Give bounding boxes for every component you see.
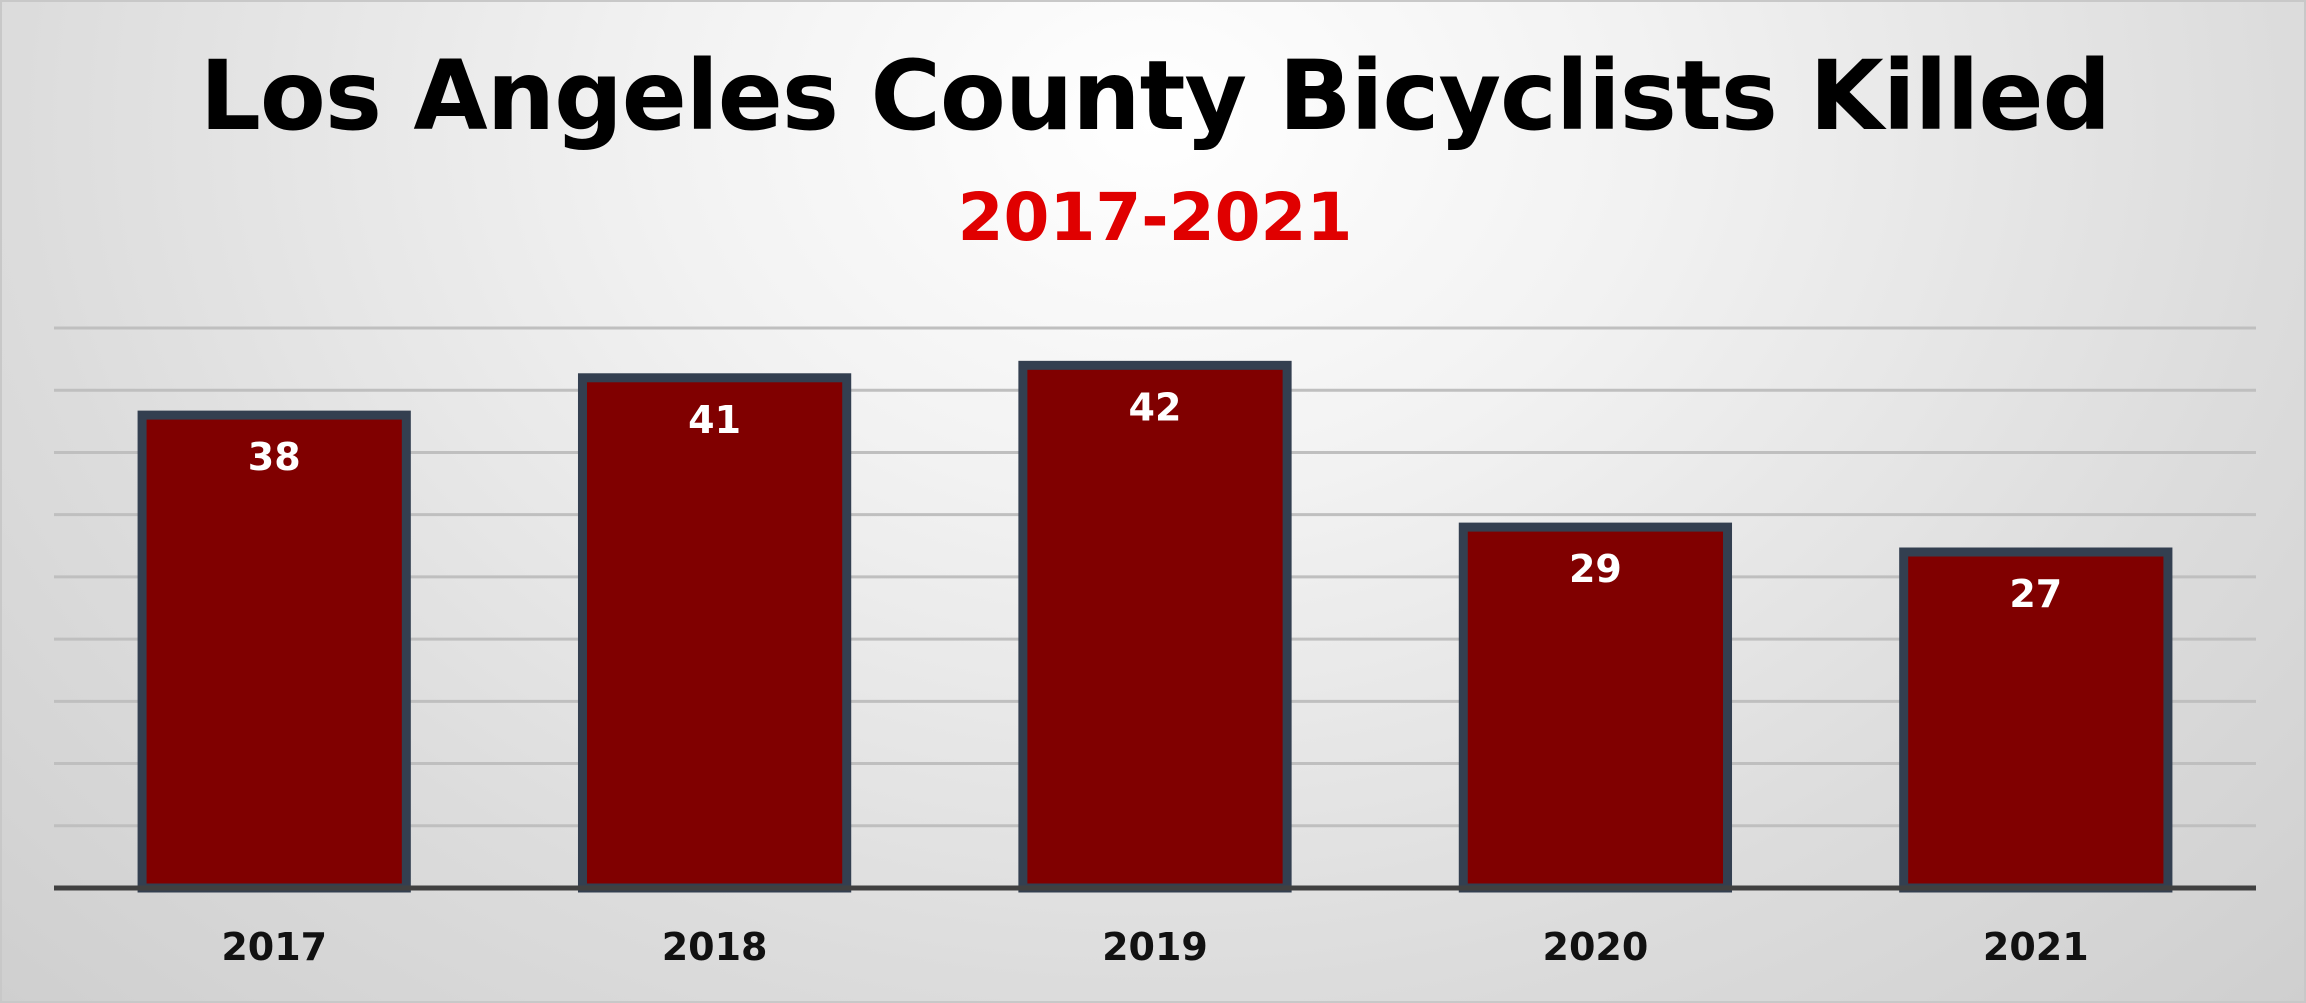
data-label-2020: 29 bbox=[1569, 547, 1622, 591]
chart-title: Los Angeles County Bicyclists Killed bbox=[199, 40, 2112, 152]
data-label-2017: 38 bbox=[248, 435, 301, 479]
bar-2020 bbox=[1458, 522, 1733, 893]
bars: 38 41 42 29 27 bbox=[137, 360, 2173, 893]
data-label-2018: 41 bbox=[688, 398, 741, 442]
x-tick-label-2017: 2017 bbox=[221, 925, 327, 969]
x-tick-label-2018: 2018 bbox=[662, 925, 768, 969]
bar-2021 bbox=[1899, 547, 2173, 893]
x-tick-label-2020: 2020 bbox=[1543, 925, 1649, 969]
x-axis: 2017 2018 2019 2020 2021 bbox=[54, 885, 2256, 969]
x-tick-label-2021: 2021 bbox=[1983, 925, 2089, 969]
data-label-2021: 27 bbox=[2009, 572, 2062, 616]
chart-subtitle: 2017-2021 bbox=[957, 179, 1353, 256]
bar-2017 bbox=[137, 410, 411, 893]
bar-2019 bbox=[1018, 360, 1292, 893]
x-tick-label-2019: 2019 bbox=[1102, 925, 1208, 969]
data-label-2019: 42 bbox=[1129, 385, 1182, 429]
bar-2018 bbox=[577, 373, 852, 893]
